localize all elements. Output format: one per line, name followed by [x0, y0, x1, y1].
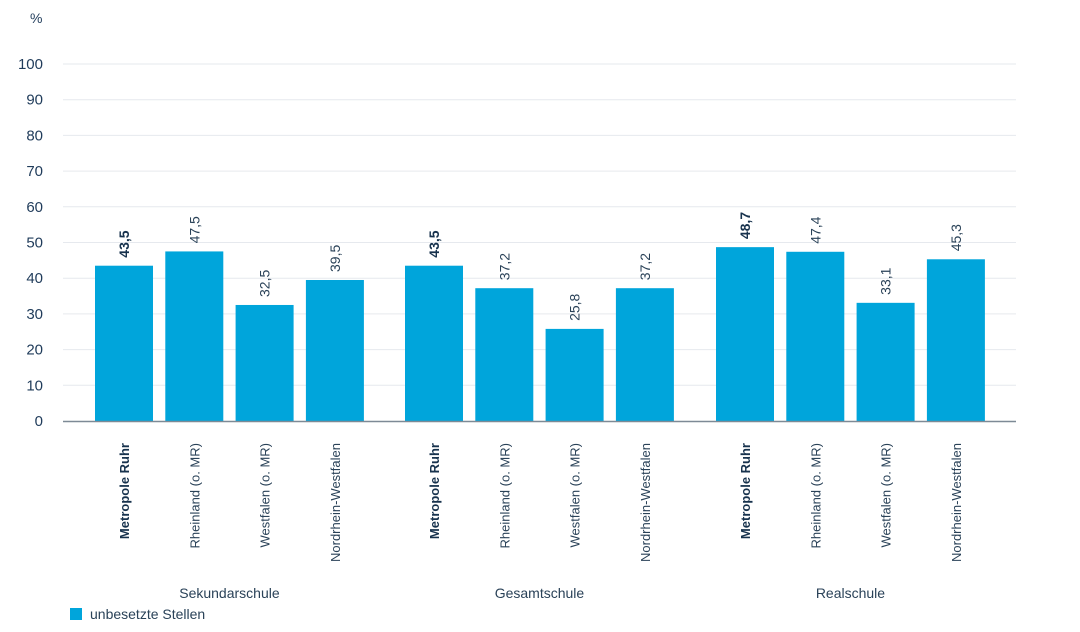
- bar-value-label: 47,4: [807, 216, 823, 243]
- bar-value-label: 43,5: [116, 230, 132, 257]
- y-tick-label: 100: [18, 56, 43, 73]
- category-label: Nordrhein-Westfalen: [949, 443, 964, 562]
- bar: [95, 265, 153, 421]
- category-label: Rheinland (o. MR): [808, 443, 823, 549]
- y-tick-label: 90: [26, 92, 43, 109]
- y-tick-label: 20: [26, 342, 43, 359]
- bar: [305, 279, 364, 421]
- category-label: Westfalen (o. MR): [258, 443, 273, 548]
- category-label: Metropole Ruhr: [117, 443, 132, 539]
- bar: [615, 288, 674, 421]
- category-label: Metropole Ruhr: [738, 443, 753, 539]
- legend-label: unbesetzte Stellen: [90, 606, 205, 622]
- category-label: Nordrhein-Westfalen: [328, 443, 343, 562]
- category-label: Rheinland (o. MR): [497, 443, 512, 549]
- bar: [716, 247, 774, 421]
- bar-value-label: 39,5: [327, 245, 343, 272]
- bar: [475, 288, 534, 421]
- bar-value-label: 47,5: [186, 216, 202, 243]
- bar-value-label: 33,1: [878, 267, 894, 294]
- y-tick-label: 80: [26, 127, 43, 144]
- bar: [856, 302, 915, 421]
- bar-value-label: 43,5: [426, 230, 442, 257]
- bar-value-label: 37,2: [496, 253, 512, 280]
- category-label: Metropole Ruhr: [427, 443, 442, 539]
- category-label: Westfalen (o. MR): [879, 443, 894, 548]
- bar-value-label: 32,5: [257, 270, 273, 297]
- category-label: Rheinland (o. MR): [187, 443, 202, 549]
- bar-value-label: 48,7: [737, 212, 753, 239]
- bar-value-label: 45,3: [948, 224, 964, 251]
- y-tick-label: 10: [26, 377, 43, 394]
- bar: [545, 328, 604, 421]
- y-tick-label: 40: [26, 270, 43, 287]
- legend-swatch: [70, 608, 82, 620]
- group-label: Gesamtschule: [495, 585, 585, 601]
- y-axis-unit-label: %: [30, 10, 42, 26]
- group-label: Realschule: [816, 585, 885, 601]
- y-tick-label: 70: [26, 163, 43, 180]
- bar: [786, 251, 845, 421]
- bar: [926, 259, 985, 421]
- category-label: Westfalen (o. MR): [568, 443, 583, 548]
- group-label: Sekundarschule: [179, 585, 280, 601]
- bar: [165, 251, 224, 421]
- bar: [405, 265, 463, 421]
- category-label: Nordrhein-Westfalen: [638, 443, 653, 562]
- y-tick-label: 50: [26, 235, 43, 252]
- y-tick-label: 0: [35, 413, 43, 430]
- y-tick-label: 60: [26, 199, 43, 216]
- y-tick-label: 30: [26, 306, 43, 323]
- bar: [235, 304, 294, 421]
- bar-value-label: 25,8: [567, 293, 583, 320]
- bar-value-label: 37,2: [637, 253, 653, 280]
